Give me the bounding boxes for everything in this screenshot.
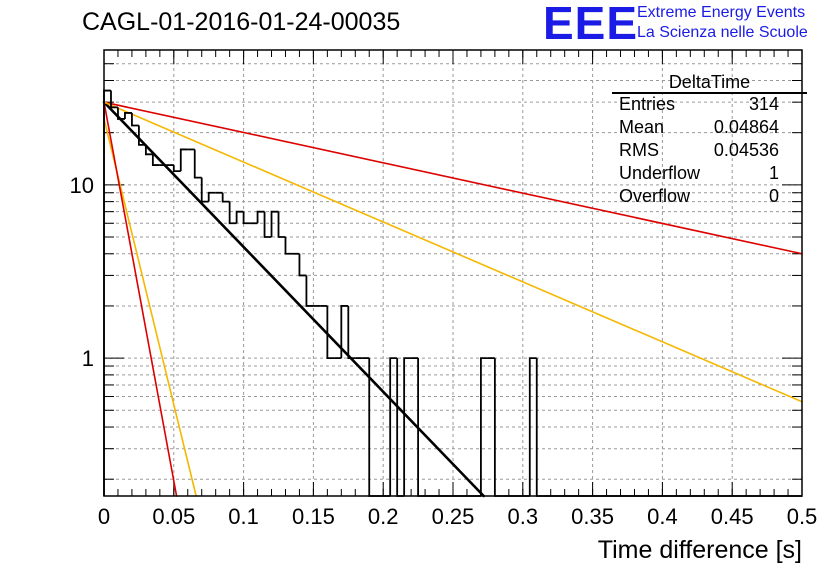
- histogram-bin: [326, 305, 335, 359]
- x-tick-label: 0.4: [647, 504, 678, 529]
- histogram-bin: [138, 125, 146, 146]
- stats-row-underflow: Underflow 1: [619, 163, 779, 186]
- histogram-bin: [117, 107, 125, 120]
- stats-key: Underflow: [619, 163, 701, 183]
- x-tick-label: 0.35: [571, 504, 614, 529]
- histogram-bin: [256, 210, 265, 224]
- chart-title: CAGL-01-2016-01-24-00035: [82, 8, 401, 36]
- logo-line-2: La Scienza nelle Scuole: [637, 24, 808, 41]
- x-axis-label: Time difference [s]: [597, 536, 802, 564]
- stats-box: DeltaTime Entries 314 Mean 0.04864 RMS 0…: [612, 72, 807, 206]
- histogram-bin: [151, 154, 160, 166]
- histogram-bin: [103, 89, 111, 496]
- stats-value: 0.04864: [713, 117, 779, 137]
- histogram-bin: [284, 236, 293, 255]
- stats-value: 1: [768, 163, 779, 183]
- histogram-bin: [263, 211, 272, 238]
- histogram-bin: [347, 305, 356, 359]
- histogram-bin: [389, 357, 398, 496]
- x-tick-label: 0.3: [508, 504, 539, 529]
- histogram-bin: [242, 211, 251, 225]
- stats-key: RMS: [619, 140, 659, 160]
- x-tick-label: 0.2: [368, 504, 399, 529]
- x-tick-label: 0.15: [292, 504, 335, 529]
- histogram-bin: [228, 201, 237, 225]
- stats-row-rms: RMS 0.04536: [619, 140, 779, 163]
- stats-value: 314: [748, 94, 779, 114]
- x-tick-label: 0.05: [152, 504, 195, 529]
- y-tick-label: 10: [70, 173, 94, 198]
- histogram-bin: [340, 305, 349, 359]
- stats-title: DeltaTime: [668, 72, 751, 92]
- x-tick-label: 0.5: [787, 504, 818, 529]
- stats-key: Overflow: [619, 186, 691, 206]
- histogram-bin: [305, 275, 314, 307]
- fit-lines: [102, 100, 803, 498]
- stats-key: Mean: [619, 117, 665, 137]
- x-tick-label: 0.25: [432, 504, 475, 529]
- histogram-bin: [131, 112, 139, 127]
- eee-logo: EEE: [543, 0, 639, 49]
- grid-lines: [104, 49, 802, 496]
- histogram-bin: [235, 210, 244, 224]
- histogram-bin: [172, 165, 181, 173]
- x-tick-label: 0.1: [228, 504, 259, 529]
- histogram-bin: [270, 210, 279, 237]
- histogram-bin: [110, 90, 118, 109]
- stats-row-entries: Entries 314: [619, 94, 779, 117]
- plot-frame: [103, 49, 803, 497]
- histogram-bin: [207, 191, 216, 202]
- histogram-bin: [480, 357, 488, 496]
- logo-line-1: Extreme Energy Events: [637, 4, 806, 21]
- x-tick-label: 0.45: [711, 504, 754, 529]
- histogram-bin: [277, 211, 286, 238]
- stats-value: 0: [768, 186, 779, 206]
- stats-key: Entries: [619, 94, 676, 114]
- stats-row-overflow: Overflow 0: [619, 186, 779, 209]
- histogram-bin: [221, 192, 230, 203]
- histogram-bin: [179, 148, 188, 172]
- histogram-bin: [200, 177, 209, 203]
- fit-line: [102, 100, 486, 498]
- fit-line: [103, 101, 803, 403]
- histogram-bin: [193, 149, 202, 179]
- y-ticks: 1 10: [70, 173, 94, 371]
- histogram-bin: [403, 357, 412, 496]
- histogram-bin: [124, 112, 132, 119]
- histogram-bin: [144, 144, 153, 156]
- x-tick-label: 0: [98, 504, 110, 529]
- histogram-bin: [528, 357, 537, 496]
- histogram-bin: [298, 253, 307, 277]
- stats-value: 0.04536: [713, 140, 779, 160]
- fit-line: [103, 101, 803, 255]
- y-minor-ticks: [104, 49, 802, 480]
- stats-title-rule: [612, 92, 807, 94]
- fit-line: [103, 101, 178, 497]
- y-tick-label: 1: [82, 346, 94, 371]
- stats-row-mean: Mean 0.04864: [619, 117, 779, 140]
